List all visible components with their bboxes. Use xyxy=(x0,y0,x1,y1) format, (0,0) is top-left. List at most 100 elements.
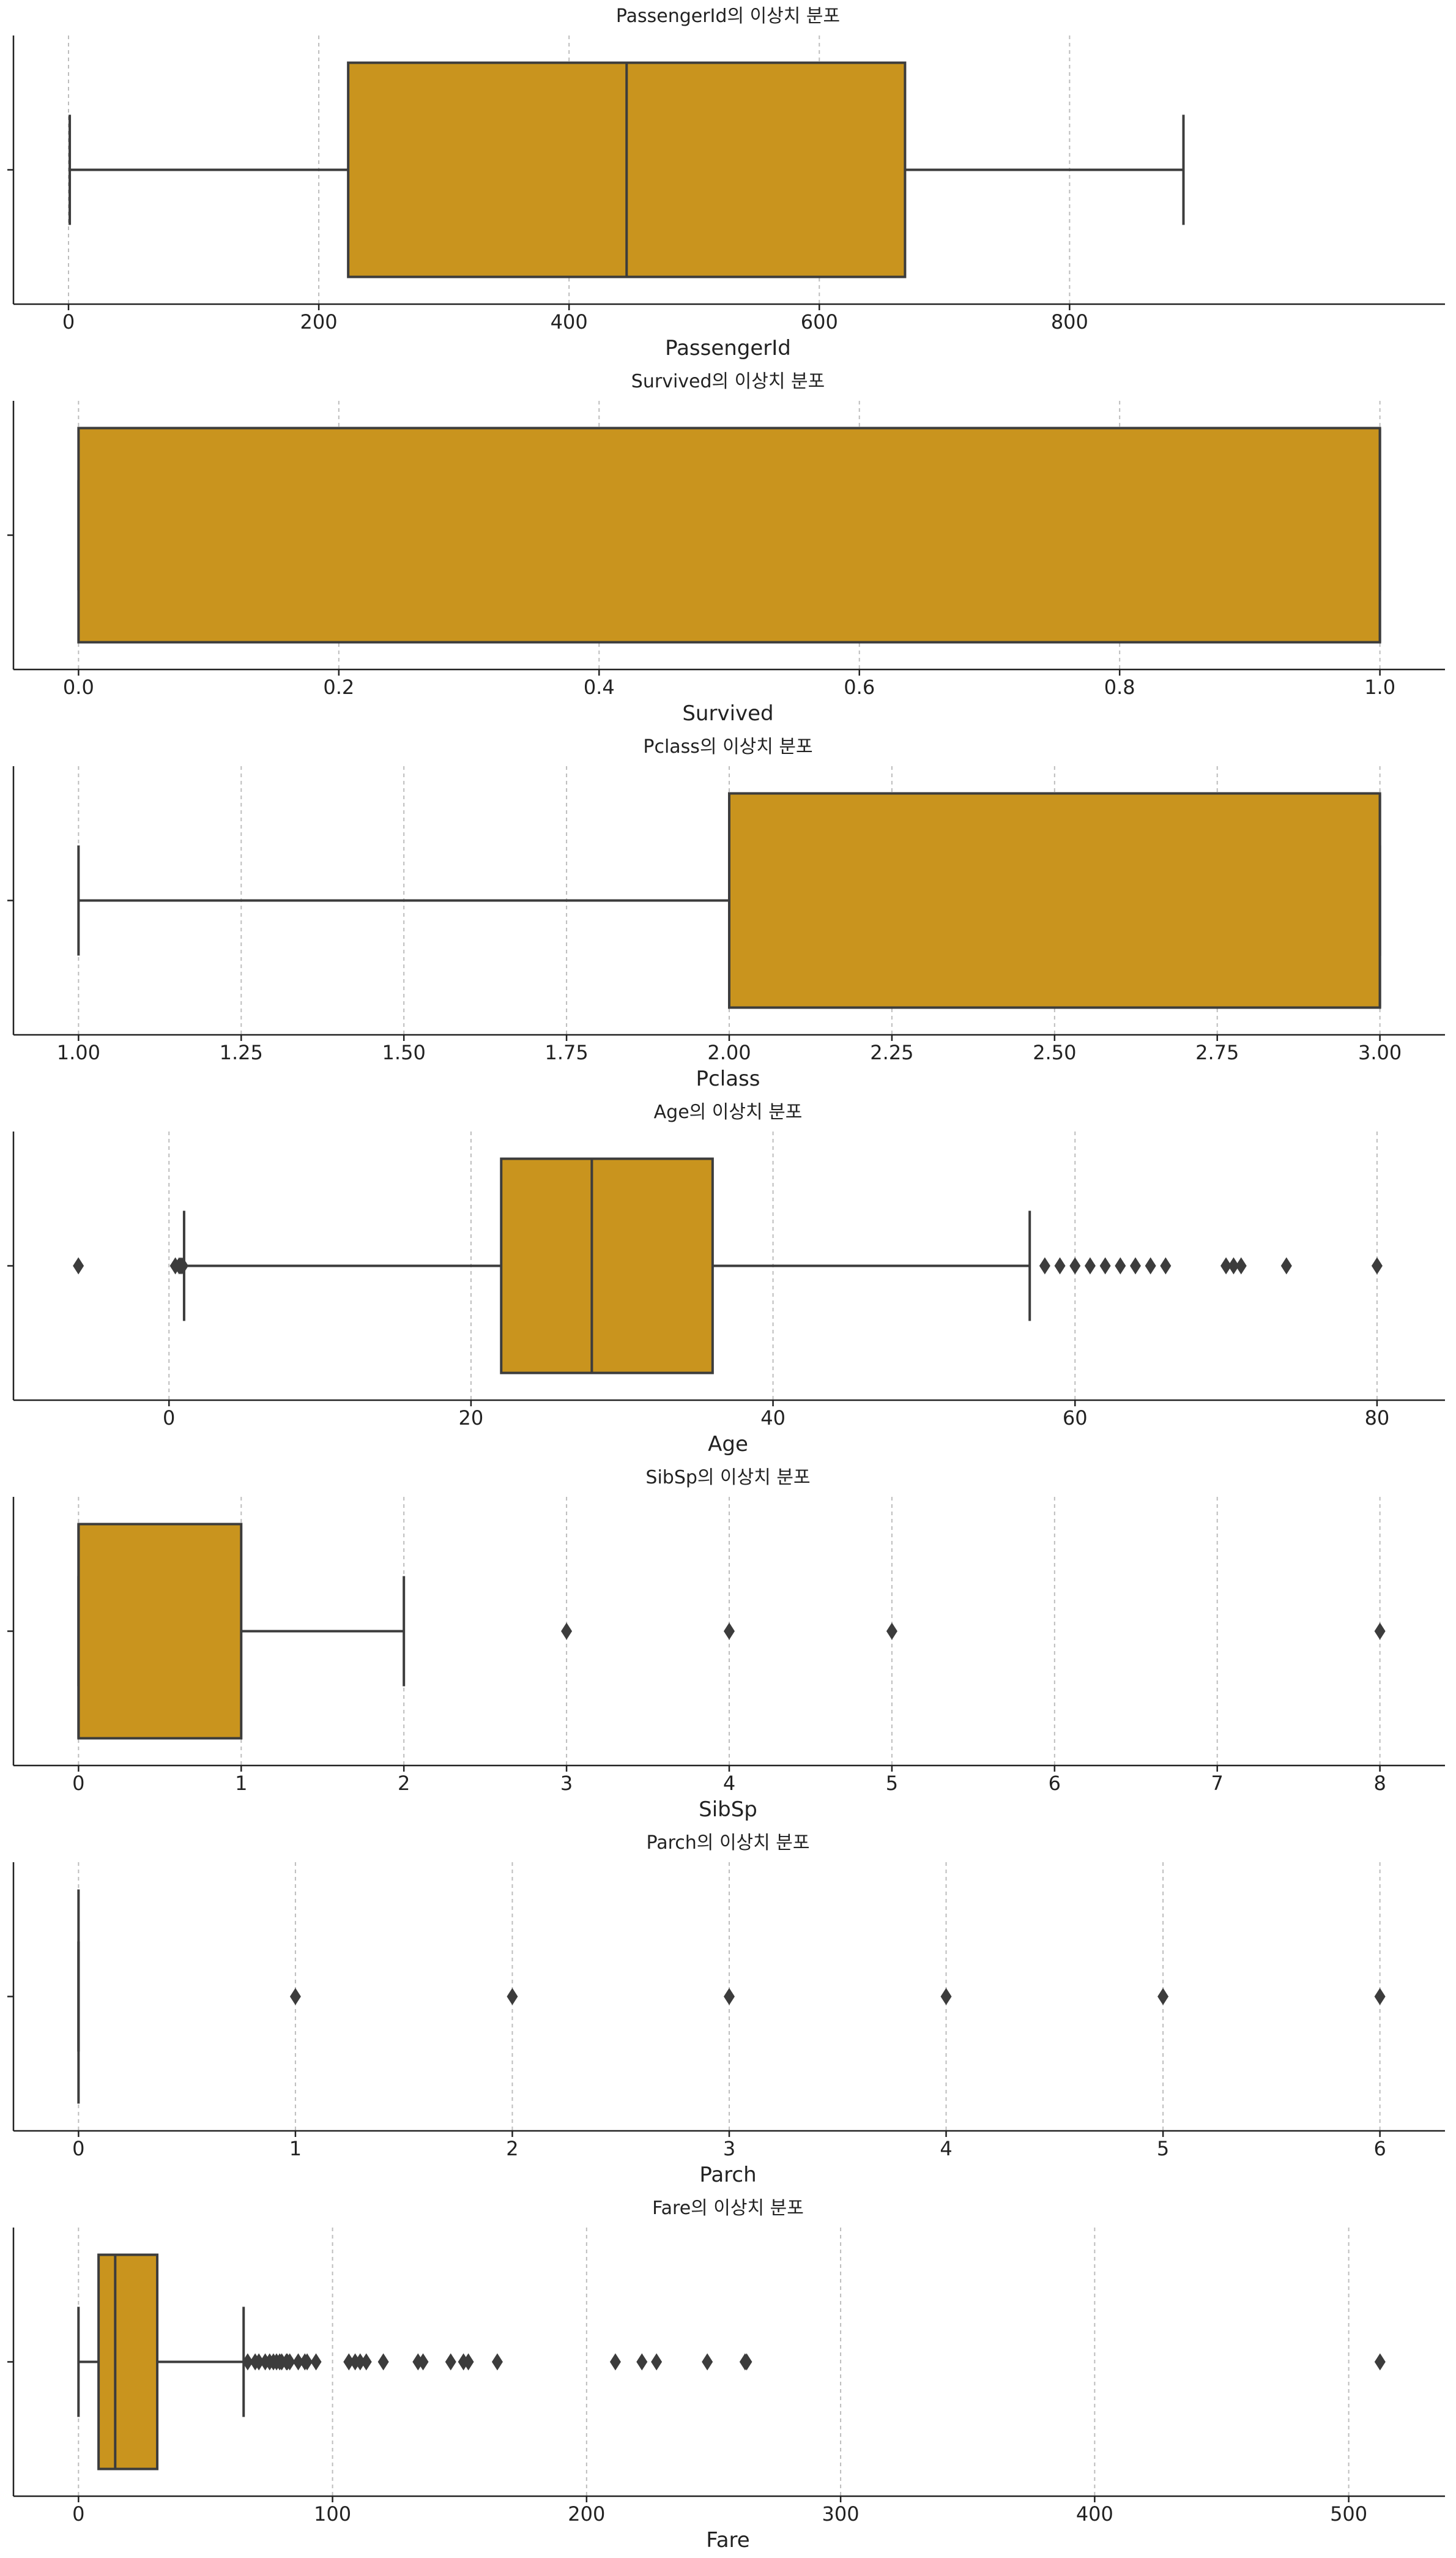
boxplot-panel: Fare의 이상치 분포 0 100 200 300 400 500 Fare xyxy=(7,2198,1445,2552)
iqr-box xyxy=(77,1523,243,1740)
boxplot-panel: Survived의 이상치 분포 0.0 0.2 0.4 0.6 0.8 1.0 Surviv… xyxy=(7,371,1445,726)
x-tick-label: 1.0 xyxy=(1364,676,1395,699)
x-tick-label: 2 xyxy=(506,2137,518,2160)
outlier-point xyxy=(289,1988,301,2005)
boxplot-panel: Parch의 이상치 분포 0 1 2 3 4 5 6 Parch xyxy=(7,1832,1445,2187)
x-tick-label: 2.75 xyxy=(1195,1041,1239,1064)
outlier-point xyxy=(507,1988,518,2005)
outlier-point xyxy=(73,1257,84,1275)
x-tick-label: 3 xyxy=(560,1772,573,1795)
outlier-point xyxy=(940,1988,952,2005)
x-axis-label: SibSp xyxy=(699,1797,757,1822)
x-tick-label: 6 xyxy=(1373,2137,1386,2160)
outlier-point xyxy=(1228,1257,1239,1275)
outlier-point xyxy=(1039,1257,1050,1275)
x-tick-label: 6 xyxy=(1049,1772,1061,1795)
x-tick-label: 80 xyxy=(1365,1406,1390,1430)
outlier-point xyxy=(651,2353,663,2371)
x-tick-label: 2.25 xyxy=(870,1041,913,1064)
chart-title: Age의 이상치 분포 xyxy=(654,1102,803,1123)
chart-title: Survived의 이상치 분포 xyxy=(631,371,825,392)
outlier-point xyxy=(609,2353,621,2371)
x-tick-label: 1.50 xyxy=(382,1041,426,1064)
outlier-point xyxy=(354,2353,366,2371)
chart-title: Fare의 이상치 분포 xyxy=(652,2198,804,2219)
x-tick-label: 7 xyxy=(1211,1772,1224,1795)
x-tick-label: 0 xyxy=(72,2502,84,2526)
x-tick-label: 0 xyxy=(62,310,75,334)
outlier-point xyxy=(1160,1257,1172,1275)
outlier-point xyxy=(724,1622,735,1640)
x-tick-label: 4 xyxy=(723,1772,735,1795)
x-tick-label: 1 xyxy=(289,2137,302,2160)
x-tick-label: 0 xyxy=(72,2137,84,2160)
outlier-point xyxy=(292,2353,304,2371)
iqr-box xyxy=(728,792,1381,1009)
outlier-point xyxy=(702,2353,713,2371)
x-axis-label: PassengerId xyxy=(665,336,791,360)
x-tick-label: 3.00 xyxy=(1358,1041,1402,1064)
x-tick-label: 0 xyxy=(72,1772,84,1795)
x-tick-label: 800 xyxy=(1051,310,1088,334)
outlier-point xyxy=(242,2353,253,2371)
outlier-point xyxy=(462,2353,474,2371)
outlier-point xyxy=(360,2353,372,2371)
outlier-point xyxy=(284,2353,295,2371)
outlier-point xyxy=(253,2353,265,2371)
x-tick-label: 0.4 xyxy=(584,676,615,699)
x-tick-label: 500 xyxy=(1330,2502,1367,2526)
outlier-point xyxy=(491,2353,503,2371)
x-tick-label: 0 xyxy=(163,1406,175,1430)
boxplot-panel: Age의 이상치 분포 0 20 40 60 80 Age xyxy=(7,1102,1445,1456)
x-tick-label: 0.6 xyxy=(844,676,875,699)
iqr-box xyxy=(77,427,1381,644)
chart-title: PassengerId의 이상치 분포 xyxy=(616,6,840,27)
boxplot-panel: Pclass의 이상치 분포 1.00 1.25 1.50 1.75 2.00 2.25 2.… xyxy=(7,736,1445,1091)
outlier-point xyxy=(1129,1257,1141,1275)
x-tick-label: 2.50 xyxy=(1033,1041,1076,1064)
x-tick-label: 1.75 xyxy=(544,1041,588,1064)
outlier-point xyxy=(302,2353,313,2371)
chart-title: Pclass의 이상치 분포 xyxy=(643,736,812,758)
chart-title: SibSp의 이상치 분포 xyxy=(645,1467,810,1488)
iqr-box xyxy=(97,2253,159,2470)
x-tick-label: 5 xyxy=(886,1772,898,1795)
x-tick-label: 200 xyxy=(568,2502,605,2526)
outlier-point xyxy=(1220,1257,1232,1275)
x-axis-label: Pclass xyxy=(696,1067,760,1091)
outlier-point xyxy=(1054,1257,1066,1275)
outlier-point xyxy=(561,1622,573,1640)
x-tick-label: 20 xyxy=(459,1406,484,1430)
x-tick-label: 1 xyxy=(235,1772,247,1795)
outlier-point xyxy=(1235,1257,1247,1275)
outlier-point xyxy=(886,1622,897,1640)
outlier-point xyxy=(1371,1257,1383,1275)
x-tick-label: 400 xyxy=(1076,2502,1113,2526)
outlier-point xyxy=(1099,1257,1111,1275)
outlier-point xyxy=(1374,2353,1386,2371)
iqr-box xyxy=(500,1157,714,1374)
x-tick-label: 4 xyxy=(940,2137,952,2160)
outlier-point xyxy=(377,2353,389,2371)
x-tick-label: 1.00 xyxy=(57,1041,100,1064)
outlier-point xyxy=(417,2353,429,2371)
outlier-point xyxy=(445,2353,456,2371)
x-tick-label: 0.0 xyxy=(63,676,94,699)
boxplot-panel: SibSp의 이상치 분포 0 1 2 3 4 5 6 7 8 SibSp xyxy=(7,1467,1445,1822)
outlier-point xyxy=(1115,1257,1126,1275)
x-tick-label: 3 xyxy=(723,2137,735,2160)
outlier-point xyxy=(1374,1988,1386,2005)
outlier-point xyxy=(1157,1988,1169,2005)
x-tick-label: 1.25 xyxy=(220,1041,263,1064)
outlier-point xyxy=(1069,1257,1081,1275)
x-axis-label: Age xyxy=(708,1432,748,1456)
outlier-point xyxy=(724,1988,735,2005)
x-tick-label: 100 xyxy=(314,2502,351,2526)
x-axis-label: Parch xyxy=(699,2163,756,2187)
x-tick-label: 5 xyxy=(1157,2137,1169,2160)
outlier-point xyxy=(1145,1257,1156,1275)
x-tick-label: 0.2 xyxy=(323,676,354,699)
x-tick-label: 60 xyxy=(1063,1406,1088,1430)
outlier-point xyxy=(636,2353,648,2371)
